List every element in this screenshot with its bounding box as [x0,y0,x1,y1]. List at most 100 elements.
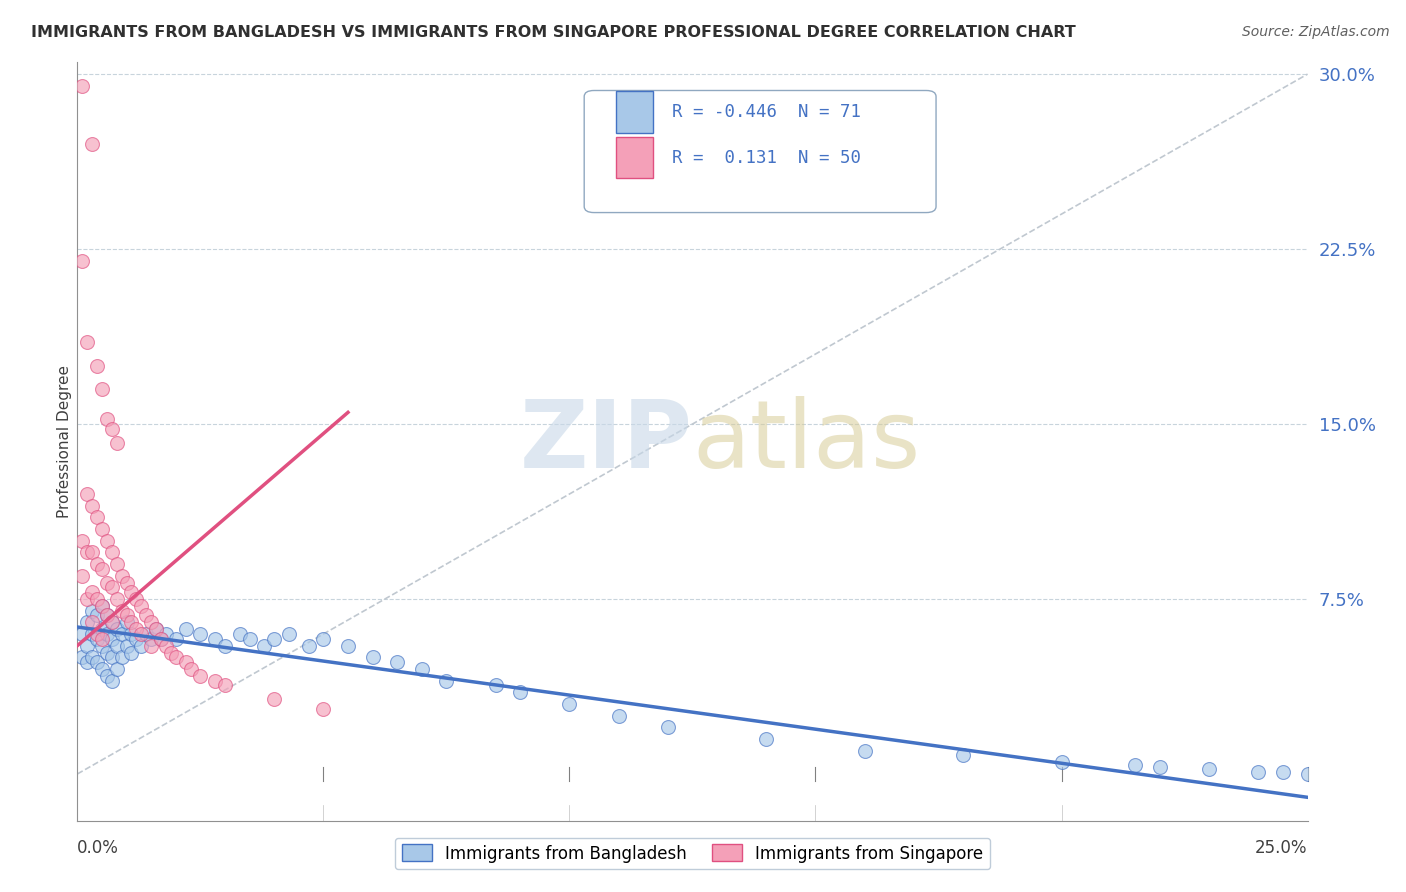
Point [129,599,153,613]
Point [76,487,98,501]
Point [214,639,236,653]
Point [278,627,301,641]
Point [86,510,108,524]
Text: atlas: atlas [693,395,921,488]
Point [952,748,974,763]
Point [101,615,124,630]
Point [86,592,108,607]
Text: R =  0.131  N = 50: R = 0.131 N = 50 [672,149,860,167]
Point [76,335,98,350]
Point [82,137,104,152]
Point [70,627,93,641]
Point [1296,767,1319,781]
Point [337,639,360,653]
Point [436,673,458,688]
Point [115,575,138,590]
Point [141,615,163,630]
Point [188,627,212,641]
Point [214,678,236,692]
Point [228,627,252,641]
Point [129,627,153,641]
Point [105,435,128,450]
Point [160,646,183,660]
Point [312,701,335,715]
Point [298,639,321,653]
Text: ZIP: ZIP [520,395,693,488]
Point [105,592,128,607]
Point [90,599,114,613]
Point [70,533,93,548]
Point [96,575,118,590]
Point [82,604,104,618]
Point [86,557,108,571]
Point [239,632,262,646]
Bar [616,136,654,178]
Point [150,632,173,646]
Point [76,655,98,669]
Point [90,522,114,536]
Y-axis label: Professional Degree: Professional Degree [56,365,72,518]
Point [70,78,93,93]
Point [86,655,108,669]
Point [150,632,173,646]
Legend: Immigrants from Bangladesh, Immigrants from Singapore: Immigrants from Bangladesh, Immigrants f… [395,838,990,869]
Point [204,673,226,688]
Point [657,720,679,734]
Point [1272,764,1295,779]
Point [485,678,508,692]
Point [135,608,157,623]
Point [105,623,128,637]
Point [90,623,114,637]
Point [188,669,212,683]
Point [1149,760,1171,774]
Point [90,662,114,676]
Point [121,615,143,630]
Point [180,662,202,676]
Text: IMMIGRANTS FROM BANGLADESH VS IMMIGRANTS FROM SINGAPORE PROFESSIONAL DEGREE CORR: IMMIGRANTS FROM BANGLADESH VS IMMIGRANTS… [31,25,1076,40]
Point [90,632,114,646]
Point [86,632,108,646]
Point [96,627,118,641]
Point [141,639,163,653]
Point [70,650,93,665]
Point [96,533,118,548]
Point [90,562,114,576]
Point [111,650,132,665]
Point [125,623,148,637]
Point [129,639,153,653]
Point [121,627,143,641]
Point [96,646,118,660]
Point [853,744,876,758]
Point [165,632,187,646]
Text: 0.0%: 0.0% [77,839,120,857]
Point [115,639,138,653]
FancyBboxPatch shape [585,90,936,212]
Point [1050,756,1073,770]
Point [96,412,118,426]
Point [115,615,138,630]
Point [125,632,148,646]
Point [121,646,143,660]
Point [135,627,157,641]
Point [1198,762,1220,776]
Point [125,592,148,607]
Point [90,639,114,653]
Point [509,685,531,699]
Point [96,669,118,683]
Point [90,599,114,613]
Point [70,253,93,268]
Point [263,692,285,706]
Point [312,632,335,646]
Bar [616,91,654,133]
Point [76,615,98,630]
Point [86,359,108,373]
Point [105,639,128,653]
Point [82,499,104,513]
Point [101,545,124,559]
Point [558,697,581,711]
Point [86,627,108,641]
Point [82,615,104,630]
Point [145,623,167,637]
Text: 25.0%: 25.0% [1256,839,1308,857]
Point [155,627,177,641]
